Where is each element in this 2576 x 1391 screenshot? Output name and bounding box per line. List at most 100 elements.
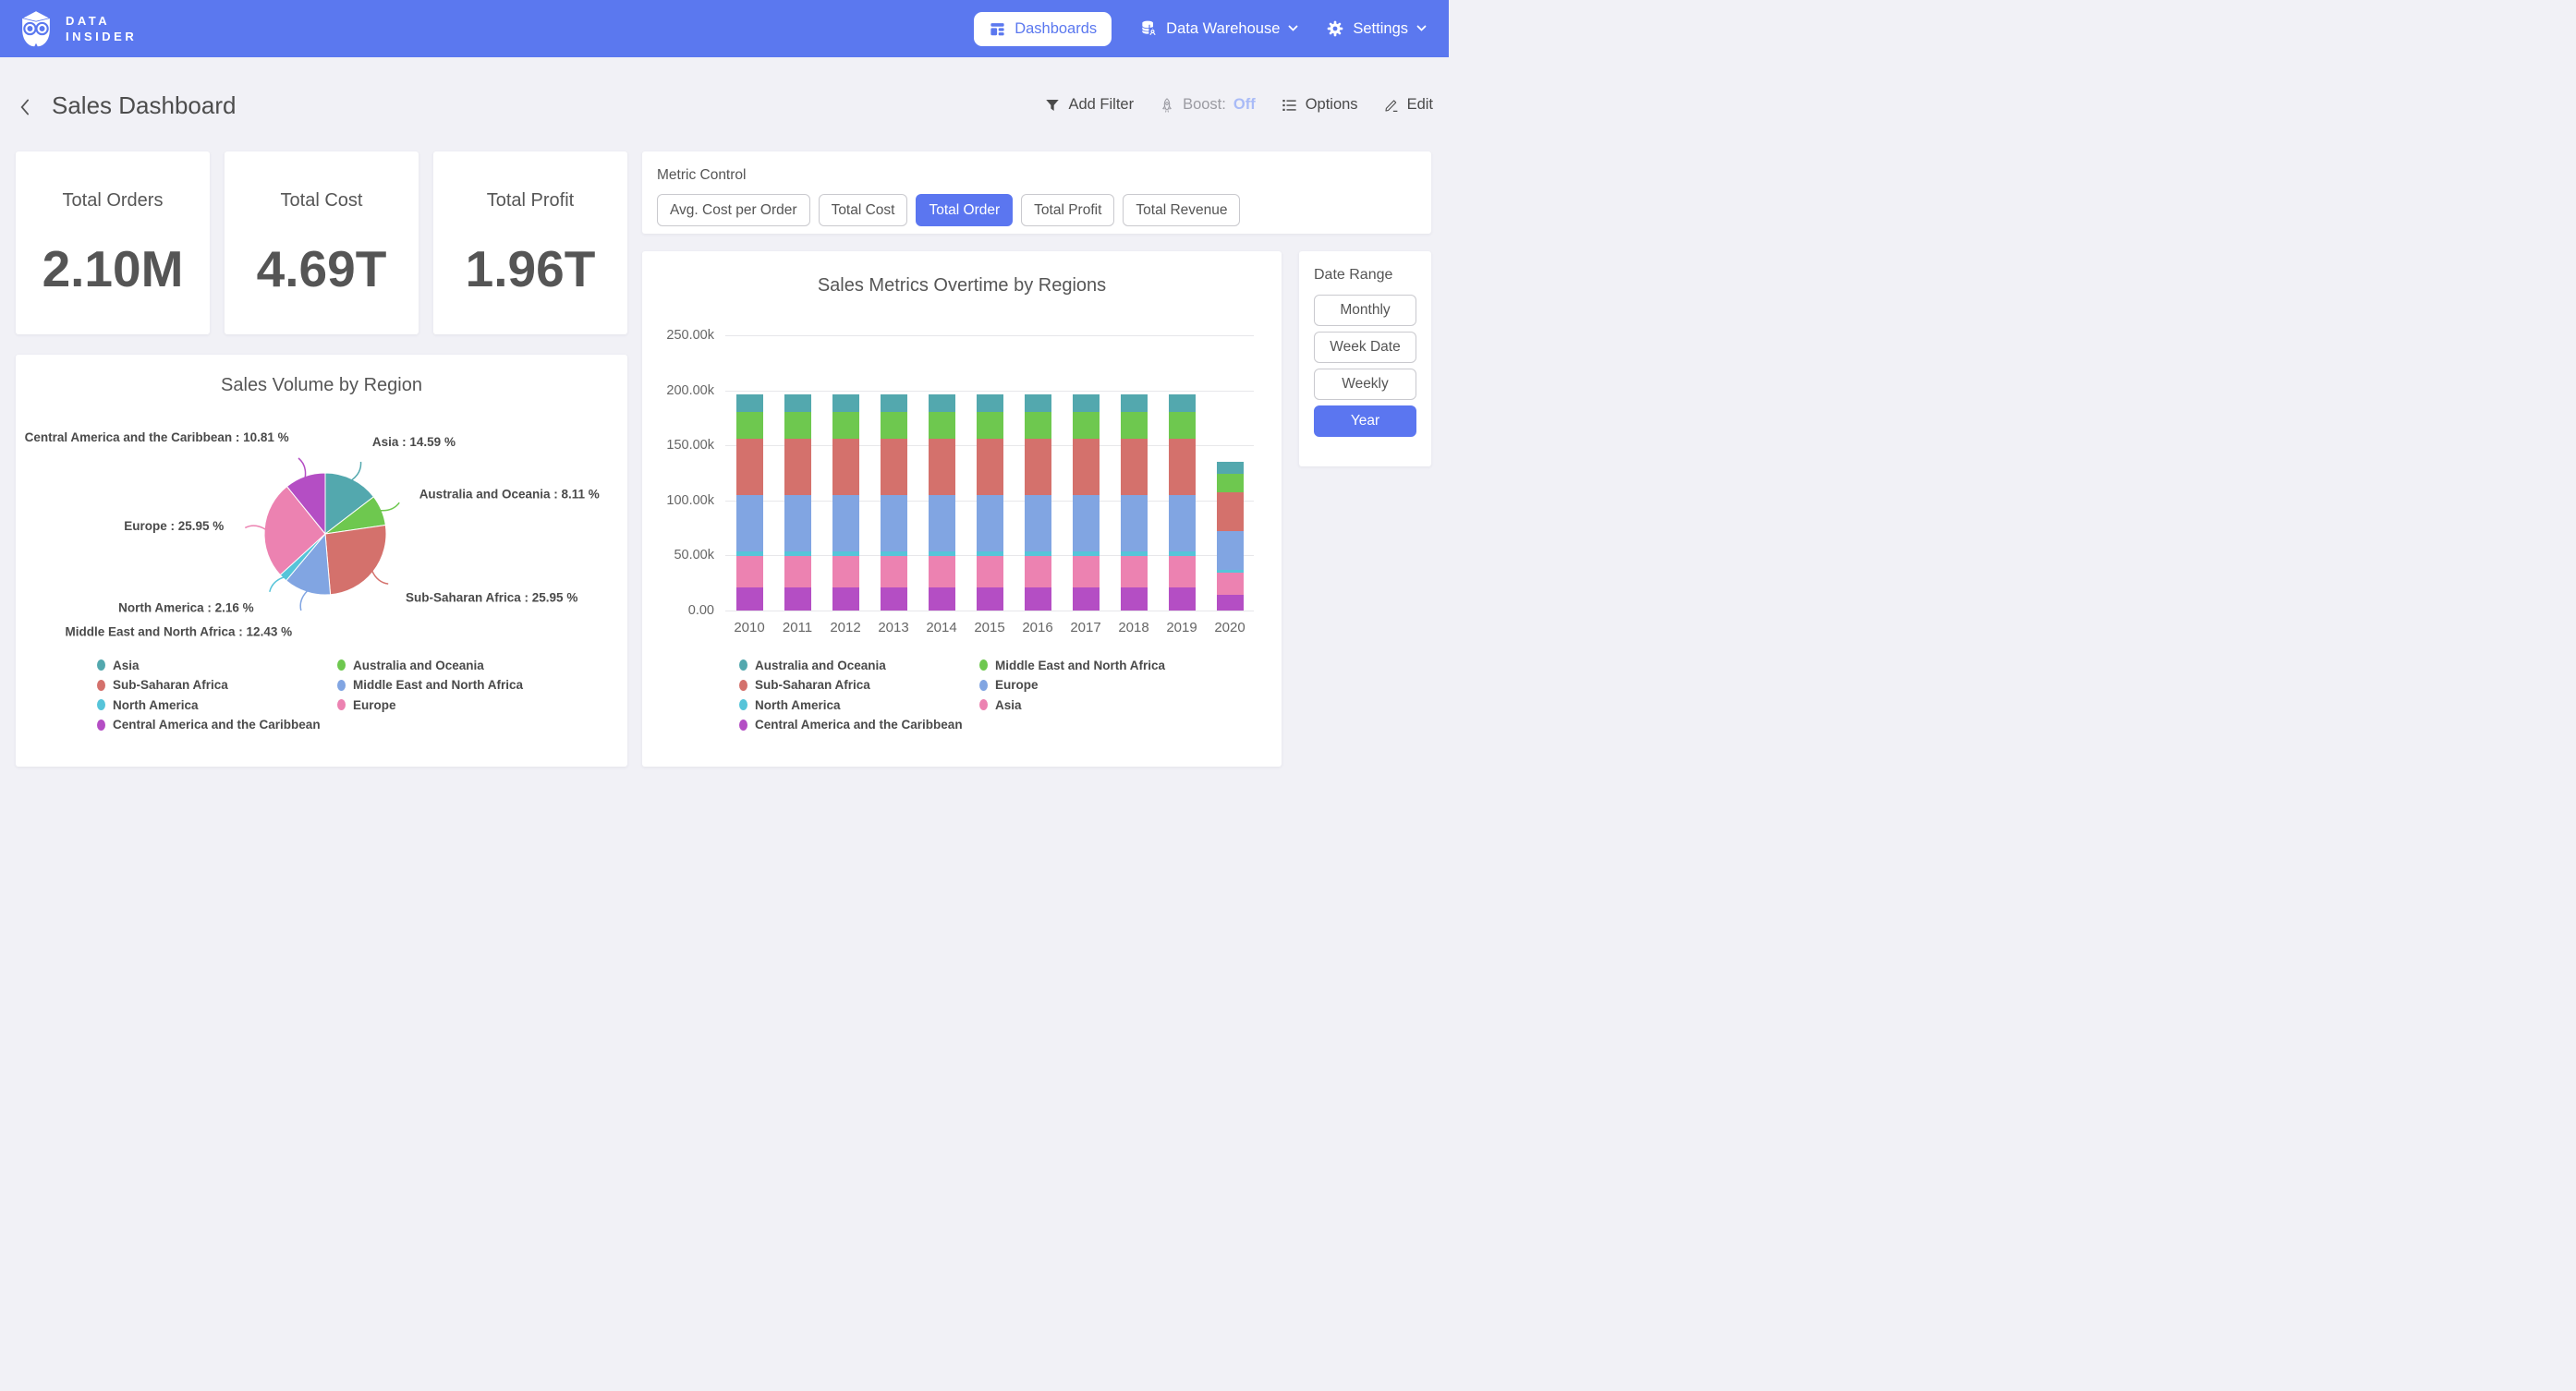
x-axis-tick-label: 2015 — [966, 620, 1014, 635]
legend-item[interactable]: Europe — [337, 698, 396, 711]
bar-segment — [1217, 492, 1244, 531]
pie-chart: Asia : 14.59 %Australia and Oceania : 8.… — [16, 393, 627, 682]
bar-segment — [881, 412, 907, 439]
stacked-bar-2012[interactable] — [832, 394, 859, 611]
metric-option-total-cost[interactable]: Total Cost — [819, 194, 908, 226]
back-button[interactable] — [14, 95, 38, 119]
stacked-bar-2010[interactable] — [736, 394, 763, 611]
pie-label-leader-line — [298, 458, 306, 478]
rocket-icon — [1159, 97, 1175, 114]
date-option-weekly[interactable]: Weekly — [1314, 369, 1416, 400]
bar-segment — [881, 587, 907, 611]
bar-segment — [881, 439, 907, 495]
legend-color-dot — [97, 720, 105, 731]
nav-data-warehouse-label: Data Warehouse — [1166, 20, 1280, 38]
bar-segment — [736, 587, 763, 611]
bar-segment — [929, 412, 955, 439]
stacked-bar-2017[interactable] — [1073, 394, 1100, 611]
nav-data-warehouse-button[interactable]: Data Warehouse — [1139, 19, 1298, 38]
bar-segment — [1169, 394, 1196, 412]
metric-option-total-profit[interactable]: Total Profit — [1021, 194, 1114, 226]
nav-settings-label: Settings — [1353, 20, 1408, 38]
stacked-bar-2014[interactable] — [929, 394, 955, 611]
nav-dashboards-button[interactable]: Dashboards — [974, 12, 1112, 46]
brand-line-1: DATA — [66, 13, 137, 29]
stacked-bar-2011[interactable] — [784, 394, 811, 611]
bar-segment — [784, 556, 811, 587]
y-axis-tick-label: 250.00k — [648, 328, 714, 343]
legend-color-dot — [97, 680, 105, 691]
stacked-bar-2020[interactable] — [1217, 462, 1244, 611]
y-axis-tick-label: 100.00k — [648, 493, 714, 508]
legend-item[interactable]: Sub-Saharan Africa — [739, 679, 870, 692]
options-button[interactable]: Options — [1281, 96, 1358, 114]
boost-state: Off — [1233, 96, 1256, 114]
legend-label: Europe — [353, 698, 396, 712]
pie-slice-label: Central America and the Caribbean : 10.8… — [25, 430, 289, 444]
bar-segment — [929, 394, 955, 412]
y-axis-tick-label: 0.00 — [648, 603, 714, 618]
metric-control-buttons: Avg. Cost per Order Total CostTotal Order… — [657, 194, 1240, 226]
bar-segment — [977, 587, 1003, 611]
bar-segment — [1073, 394, 1100, 412]
legend-item[interactable]: Central America and the Caribbean — [739, 719, 963, 732]
legend-item[interactable]: Middle East and North Africa — [979, 659, 1165, 671]
bar-segment — [881, 495, 907, 551]
date-option-monthly[interactable]: Monthly — [1314, 295, 1416, 326]
bar-segment — [832, 439, 859, 495]
pie-slice-label: Europe : 25.95 % — [124, 519, 224, 533]
legend-item[interactable]: Sub-Saharan Africa — [97, 679, 228, 692]
pie-slice[interactable] — [325, 526, 386, 595]
edit-button[interactable]: Edit — [1383, 96, 1433, 114]
gridline — [725, 391, 1254, 392]
stacked-bar-2016[interactable] — [1025, 394, 1051, 611]
metric-option-total-order[interactable]: Total Order — [916, 194, 1013, 226]
legend-item[interactable]: Europe — [979, 679, 1039, 692]
stacked-bar-2015[interactable] — [977, 394, 1003, 611]
legend-item[interactable]: North America — [739, 698, 841, 711]
legend-label: Europe — [995, 678, 1039, 692]
legend-item[interactable]: Central America and the Caribbean — [97, 719, 321, 732]
stacked-bar-2018[interactable] — [1121, 394, 1148, 611]
bar-segment — [736, 495, 763, 551]
date-range-panel: Date Range MonthlyWeek DateWeeklyYear — [1299, 251, 1431, 466]
metric-control-panel: Metric Control Avg. Cost per OrderTotal … — [642, 151, 1431, 234]
legend-label: North America — [755, 698, 841, 712]
legend-item[interactable]: Australia and Oceania — [739, 659, 886, 671]
kpi-value: 4.69T — [225, 239, 419, 298]
x-axis-tick-label: 2011 — [773, 620, 821, 635]
nav-dashboards-label: Dashboards — [1015, 20, 1097, 38]
legend-label: Australia and Oceania — [353, 659, 484, 672]
x-axis-tick-label: 2014 — [917, 620, 966, 635]
bar-segment — [929, 556, 955, 587]
date-option-year[interactable]: Year — [1314, 405, 1416, 437]
bar-segment — [736, 412, 763, 439]
stacked-bar-2013[interactable] — [881, 394, 907, 611]
page-title: Sales Dashboard — [52, 91, 236, 120]
legend-item[interactable]: Asia — [97, 659, 140, 671]
date-option-week-date[interactable]: Week Date — [1314, 332, 1416, 363]
bar-segment — [977, 412, 1003, 439]
bar-segment — [1169, 556, 1196, 587]
bar-segment — [1169, 412, 1196, 439]
bar-segment — [1025, 394, 1051, 412]
add-filter-button[interactable]: Add Filter — [1044, 96, 1134, 114]
bar-segment — [1025, 439, 1051, 495]
bar-chart: 0.0050.00k100.00k150.00k200.00k250.00k20… — [642, 251, 1282, 767]
metric-option-avg-cost-per-order[interactable]: Avg. Cost per Order — [657, 194, 810, 226]
bar-segment — [1073, 439, 1100, 495]
boost-toggle[interactable]: Boost: Off — [1159, 96, 1256, 114]
edit-pencil-icon — [1383, 97, 1400, 114]
legend-item[interactable]: Asia — [979, 698, 1022, 711]
legend-label: Sub-Saharan Africa — [755, 678, 870, 692]
legend-item[interactable]: North America — [97, 698, 199, 711]
metric-option-total-revenue[interactable]: Total Revenue — [1123, 194, 1240, 226]
legend-label: Middle East and North Africa — [353, 678, 523, 692]
legend-item[interactable]: Middle East and North Africa — [337, 679, 523, 692]
bar-segment — [881, 556, 907, 587]
kpi-card-total-cost: Total Cost 4.69T — [225, 151, 419, 334]
pie-slice-label: Middle East and North Africa : 12.43 % — [66, 624, 293, 638]
legend-item[interactable]: Australia and Oceania — [337, 659, 484, 671]
nav-settings-button[interactable]: Settings — [1326, 19, 1427, 38]
stacked-bar-2019[interactable] — [1169, 394, 1196, 611]
